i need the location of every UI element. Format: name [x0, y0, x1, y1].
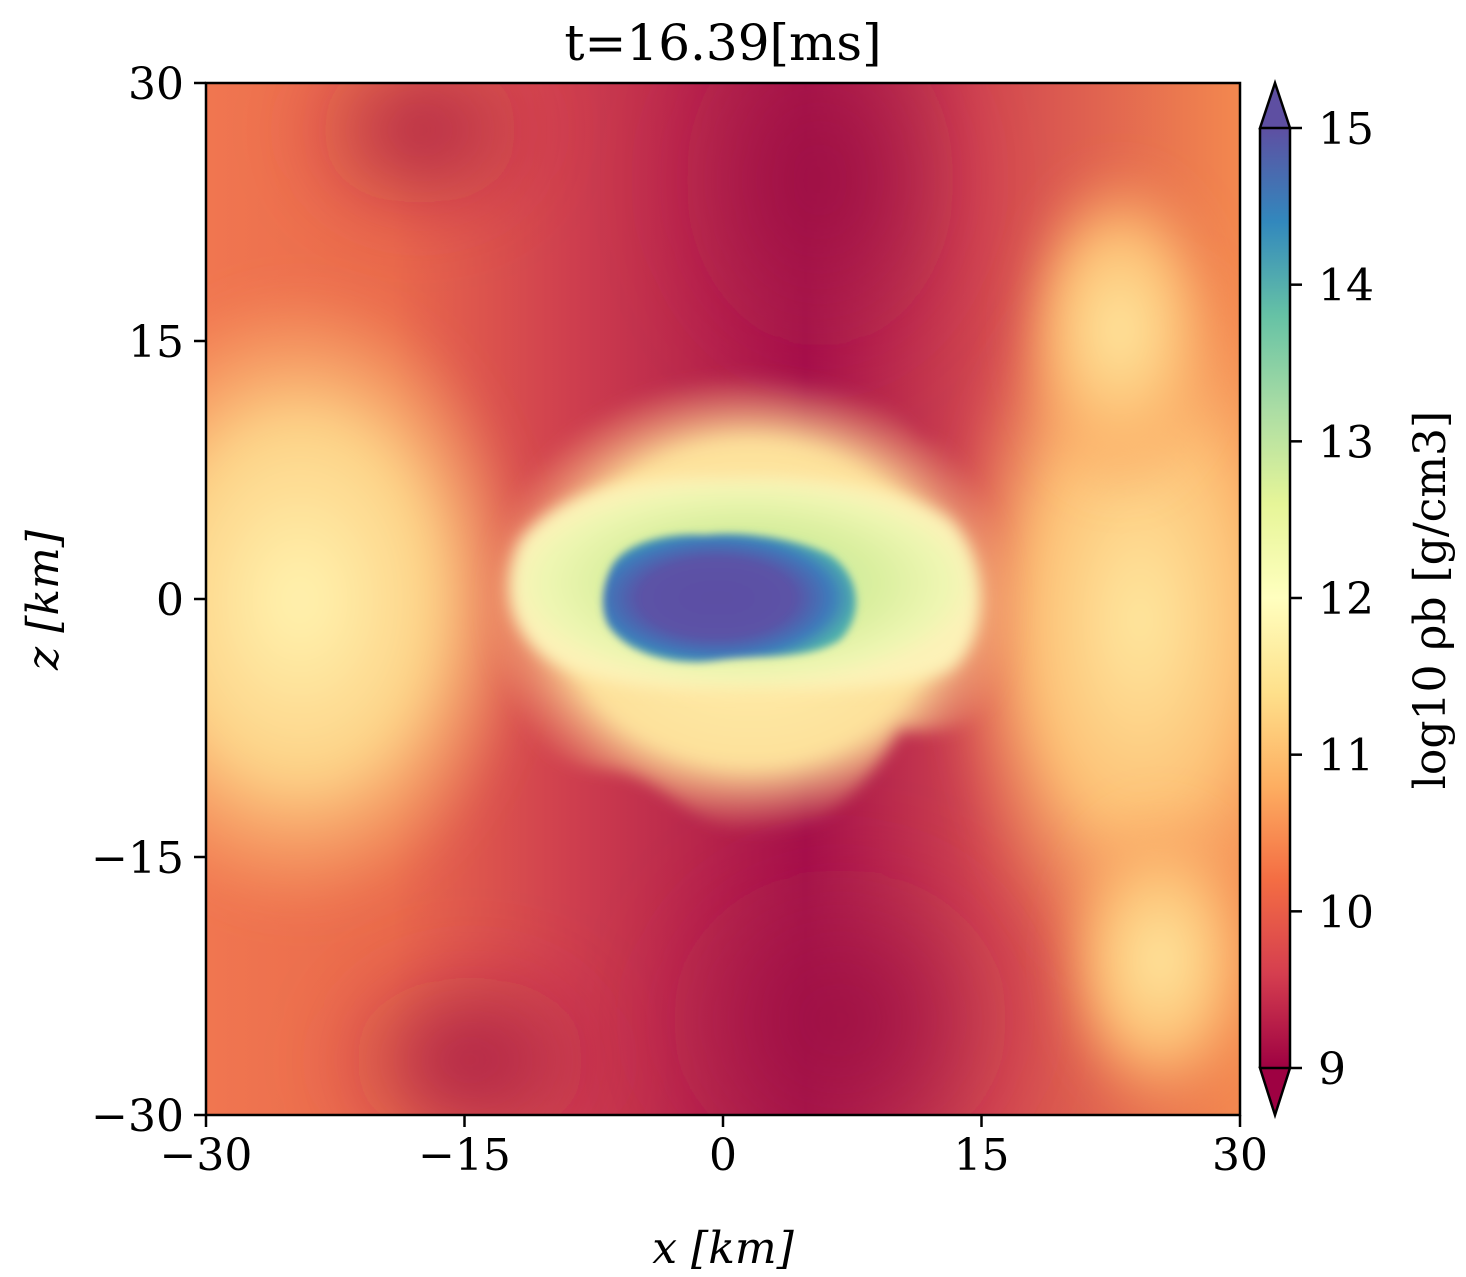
colorbar-tick-label: 13: [1318, 417, 1374, 468]
polar-funnel-topleft: [300, 83, 540, 220]
y-axis-title: z [km]: [18, 529, 69, 671]
polar-funnel-bottomleft: [330, 960, 610, 1115]
colorbar-tick-label: 12: [1318, 574, 1374, 625]
outflow-right-bottom: [1050, 800, 1240, 1115]
x-tick-label: 15: [954, 1130, 1010, 1181]
colorbar-tick-label: 9: [1318, 1044, 1346, 1095]
y-axis: −30 −15 0 15 30: [91, 59, 206, 1142]
y-tick-label: 30: [128, 59, 184, 110]
y-tick-label: −30: [91, 1091, 184, 1142]
colorbar-label: log10 ρb [g/cm3]: [1405, 411, 1456, 789]
x-axis-title: x [km]: [652, 1223, 794, 1274]
outflow-left: [206, 280, 540, 920]
x-tick-label: 30: [1212, 1130, 1268, 1181]
x-axis: −30 −15 0 15 30: [160, 1115, 1268, 1181]
y-tick-label: 15: [128, 317, 184, 368]
colorbar-ticks: 9 10 11 12 13 14 15: [1290, 104, 1374, 1095]
colorbar: 9 10 11 12 13 14 15: [1258, 79, 1374, 1120]
colorbar-extend-bottom: [1258, 1066, 1292, 1120]
polar-funnel-bottom: [640, 840, 1040, 1115]
colorbar-tick-label: 14: [1318, 261, 1374, 312]
colorbar-tick-label: 15: [1318, 104, 1374, 155]
x-tick-label: −15: [418, 1130, 511, 1181]
colorbar-extend-top: [1258, 79, 1292, 130]
x-tick-label: 0: [709, 1130, 737, 1181]
colorbar-tick-label: 10: [1318, 887, 1374, 938]
y-tick-label: −15: [91, 833, 184, 884]
x-tick-label: −30: [160, 1130, 253, 1181]
dense-core: [602, 533, 857, 663]
y-tick-label: 0: [156, 575, 184, 626]
chart-title: t=16.39[ms]: [564, 14, 881, 72]
colorbar-tick-label: 11: [1318, 731, 1374, 782]
outflow-right-top: [1010, 160, 1230, 500]
colorbar-body: [1260, 128, 1290, 1068]
polar-funnel-top: [660, 83, 980, 380]
heatmap: [206, 83, 1240, 1115]
